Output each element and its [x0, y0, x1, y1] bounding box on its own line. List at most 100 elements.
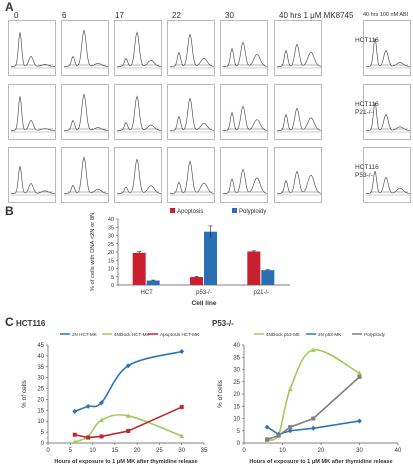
y-tick-label: 30 — [233, 368, 240, 374]
row-label-2-line1: HCT116 — [355, 101, 379, 108]
x-tick-label: p21-/- — [253, 290, 269, 296]
data-point — [72, 439, 78, 444]
y-tick-label: 0 — [237, 441, 241, 447]
histogram-curve — [277, 107, 322, 131]
chart-title: HCT116 — [16, 319, 46, 328]
flow-histogram-cell — [114, 84, 162, 140]
histogram-curve — [277, 43, 322, 67]
row-label-3: HCT116 P53-/- — [355, 164, 379, 180]
y-tick-label: 15 — [233, 404, 240, 410]
timepoint-label-17: 17 — [115, 11, 124, 20]
row-label-3-line2: P53-/- — [355, 172, 373, 179]
y-tick-label: 5 — [111, 275, 114, 281]
panel-b-label: B — [5, 204, 14, 218]
flow-histogram-cell — [8, 147, 56, 203]
histogram-plot — [366, 170, 411, 196]
flow-histogram-cell — [220, 84, 268, 140]
bar-polyploidy — [261, 270, 275, 285]
y-tick-label: 5 — [237, 429, 241, 435]
flow-histogram-cell — [363, 20, 411, 76]
x-tick-label: 20 — [318, 448, 325, 454]
timepoint-label-30: 30 — [225, 11, 234, 20]
histogram-curve — [223, 168, 268, 194]
x-axis-label: Hours of exposure to 1 μM MK after thymi… — [54, 459, 197, 465]
histogram-plot — [11, 32, 55, 69]
histogram-curve — [366, 102, 411, 131]
x-tick-label: 10 — [89, 448, 96, 454]
flow-histogram-grid — [0, 0, 413, 203]
histogram-plot — [223, 168, 268, 196]
x-axis-label: Cell line — [192, 300, 217, 307]
x-tick-label: 30 — [178, 448, 185, 454]
legend-label: 2N p53-MK — [318, 332, 342, 337]
data-point — [125, 413, 131, 418]
flow-histogram-cell — [8, 84, 56, 140]
y-tick-label: 0 — [41, 441, 45, 447]
series-line — [74, 350, 182, 413]
x-tick-label: 25 — [156, 448, 163, 454]
row-label-1-line1: HCT116 — [355, 37, 379, 44]
timepoint-label-22: 22 — [172, 11, 181, 20]
y-tick-label: 15 — [37, 408, 44, 414]
data-point — [179, 433, 185, 439]
data-point — [357, 374, 362, 379]
histogram-curve — [366, 170, 411, 194]
y-tick-label: 10 — [108, 267, 114, 273]
histogram-plot — [223, 105, 268, 133]
legend-label: 2N HCT-MK — [72, 332, 98, 337]
legend-label: Polyploidy — [364, 332, 386, 337]
histogram-curve — [11, 166, 55, 194]
legend-swatch — [170, 208, 175, 213]
data-point — [126, 429, 131, 434]
histogram-plot — [170, 160, 215, 196]
histogram-curve — [117, 158, 161, 194]
bar-polyploidy — [204, 231, 217, 285]
histogram-plot — [117, 158, 161, 196]
histogram-plot — [366, 102, 411, 133]
histogram-curve — [117, 31, 162, 67]
panel-a-label: A — [5, 0, 14, 14]
data-point — [85, 403, 91, 409]
line-chart-hct116: HCT116 0 5 10 15 20 25 30 35 40 45 0 5 10 15 20 25 30 35 Ho… — [16, 319, 208, 465]
legend-label: 4Nblock HCT-MK — [114, 332, 150, 337]
histogram-curve — [64, 93, 109, 131]
timepoint-label-0: 0 — [14, 11, 19, 20]
row-label-2: HCT116 P21-/- — [355, 101, 379, 117]
y-tick-label: 40 — [37, 354, 44, 360]
y-tick-label: 20 — [233, 392, 240, 398]
x-tick-label: 5 — [69, 448, 73, 454]
data-point — [310, 425, 316, 431]
y-tick-label: 35 — [37, 365, 44, 371]
row-label-3-line1: HCT116 — [355, 164, 379, 171]
data-point — [264, 424, 270, 430]
histogram-plot — [117, 95, 162, 133]
y-tick-label: 5 — [41, 430, 45, 436]
y-tick-label: 10 — [233, 417, 240, 423]
data-point — [288, 425, 293, 430]
row-label-1: HCT116 — [355, 37, 379, 45]
histogram-curve — [64, 29, 109, 67]
flow-histogram-cell — [220, 20, 268, 76]
row-label-2-line2: P21-/- — [355, 109, 373, 116]
chart-title: P53-/- — [212, 319, 234, 328]
x-tick-label: 30 — [356, 448, 363, 454]
data-point — [265, 437, 270, 442]
histogram-curve — [170, 97, 214, 131]
flow-histogram-cell — [274, 20, 322, 76]
y-tick-label: 20 — [108, 250, 114, 256]
histogram-curve — [11, 32, 55, 67]
data-point — [179, 349, 185, 355]
histogram-plot — [366, 38, 411, 69]
histogram-curve — [170, 33, 215, 67]
flow-histogram-cell — [61, 84, 109, 140]
x-tick-label: HCT — [140, 290, 153, 296]
x-tick-label: 40 — [395, 448, 402, 454]
histogram-curve — [64, 156, 109, 194]
flow-histogram-cell — [61, 20, 109, 76]
flow-histogram-cell — [167, 20, 215, 76]
histogram-plot — [64, 93, 109, 133]
flow-histogram-cell — [114, 147, 162, 203]
x-tick-label: 15 — [112, 448, 119, 454]
